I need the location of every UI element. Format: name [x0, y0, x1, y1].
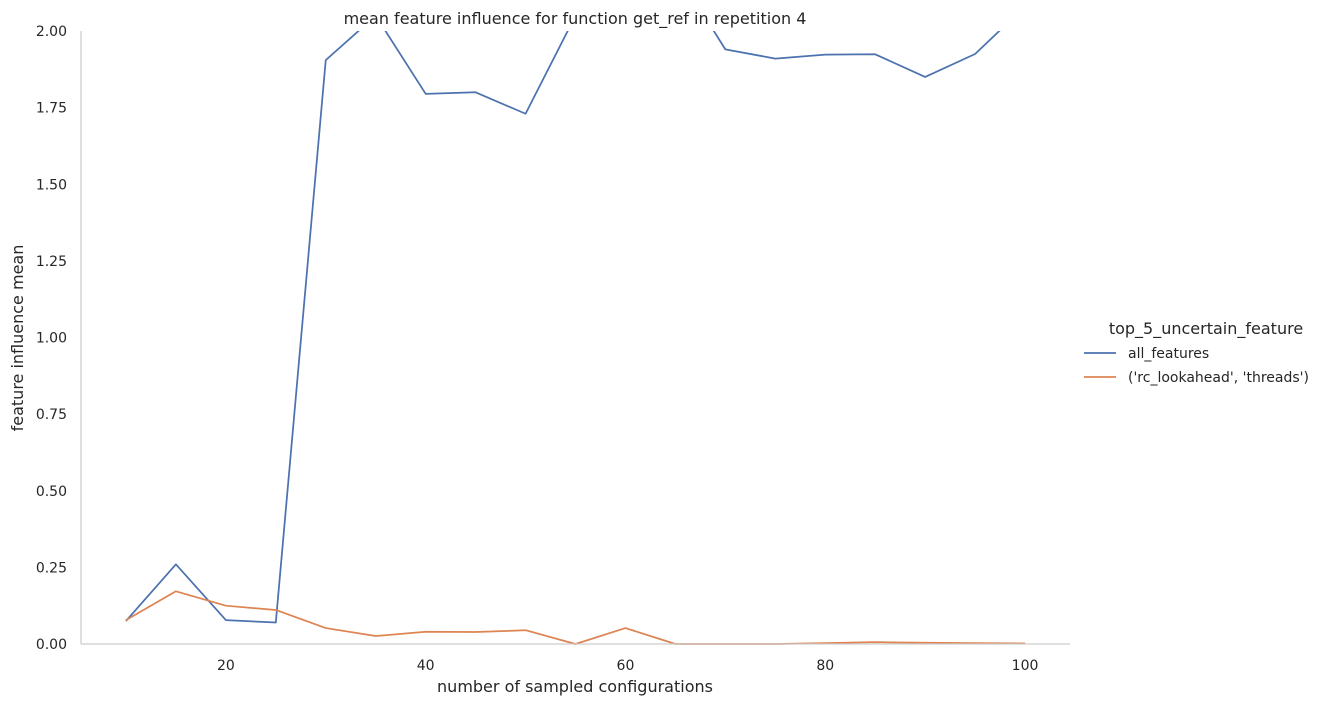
y-tick-label: 0.75	[36, 407, 67, 423]
y-tick-label: 1.50	[36, 177, 67, 193]
x-axis-label: number of sampled configurations	[437, 677, 713, 696]
x-tick-label: 60	[617, 658, 635, 674]
y-tick-label: 0.50	[36, 484, 67, 500]
y-tick-label: 1.75	[36, 101, 67, 117]
legend-title: top_5_uncertain_feature	[1109, 319, 1303, 339]
y-tick-labels: 0.00 0.25 0.50 0.75 1.00 1.25 1.50 1.75 2.00	[36, 24, 67, 653]
x-tick-label: 80	[816, 658, 834, 674]
series-line-1	[125, 31, 1001, 624]
legend-label-1: all_features	[1128, 346, 1209, 362]
legend-label-2: ('rc_lookahead', 'threads')	[1128, 370, 1309, 386]
series-line-2	[125, 590, 1026, 645]
y-tick-label: 0.25	[36, 560, 67, 576]
y-tick-label: 0.00	[36, 637, 67, 653]
y-tick-label: 2.00	[36, 24, 67, 40]
series-layer	[125, 31, 1026, 645]
legend: top_5_uncertain_feature all_features ('rc…	[1084, 319, 1309, 386]
x-tick-label: 40	[417, 658, 435, 674]
x-tick-labels: 20 40 60 80 100	[217, 658, 1038, 674]
y-tick-label: 1.25	[36, 254, 67, 270]
y-tick-label: 1.00	[36, 331, 67, 347]
x-tick-label: 20	[217, 658, 235, 674]
y-axis-label: feature influence mean	[8, 245, 27, 432]
chart-title: mean feature influence for function get_…	[344, 9, 807, 29]
x-tick-label: 100	[1012, 658, 1039, 674]
